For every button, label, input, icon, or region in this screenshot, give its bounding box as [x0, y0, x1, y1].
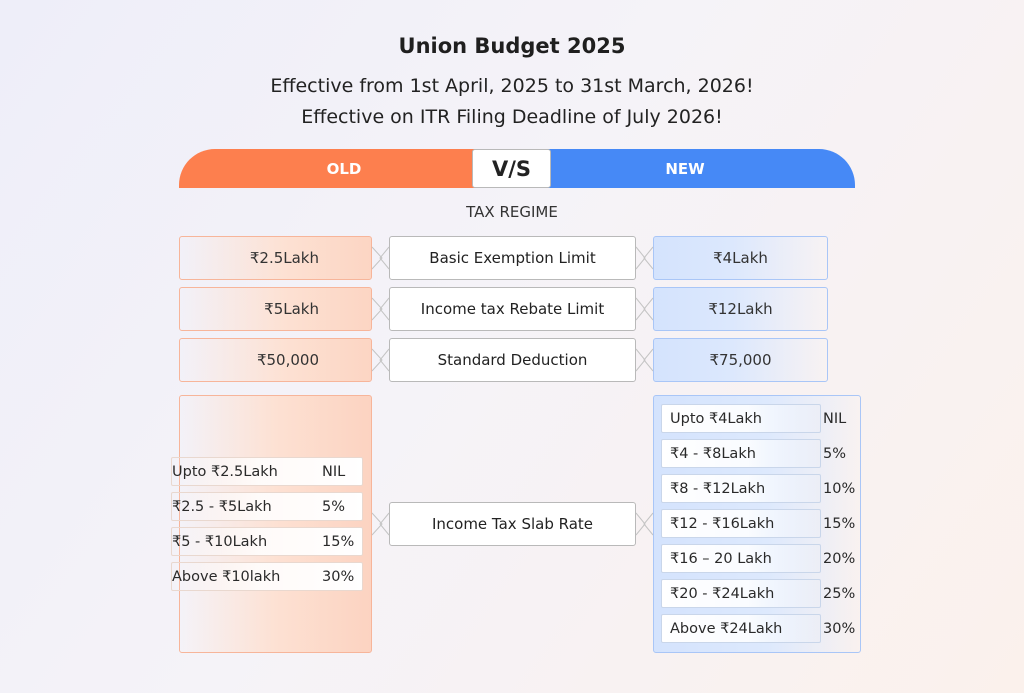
new-slab-row: Upto ₹4Lakh NIL — [661, 404, 846, 433]
old-slab-rate: 15% — [322, 533, 355, 550]
old-slab-panel — [179, 395, 372, 653]
standard-deduction-label: Standard Deduction — [389, 338, 636, 382]
connector-chevron — [643, 348, 654, 372]
old-slab-rate: 5% — [322, 498, 346, 515]
old-slab-row: Above ₹10lakh 30% — [171, 562, 363, 591]
connector-chevron — [635, 348, 646, 372]
connector-chevron — [635, 246, 646, 270]
new-slab-range: Upto ₹4Lakh — [670, 410, 762, 427]
new-slab-rate: 10% — [823, 480, 856, 497]
income-tax-slab-label: Income Tax Slab Rate — [389, 502, 636, 546]
connector-chevron — [379, 512, 390, 536]
new-slab-range: ₹4 - ₹8Lakh — [670, 445, 756, 462]
new-slab-range: ₹8 - ₹12Lakh — [670, 480, 766, 497]
new-slab-rate: 30% — [823, 620, 856, 637]
connector-chevron — [643, 512, 654, 536]
connector-chevron — [379, 297, 390, 321]
old-slab-range: Upto ₹2.5Lakh — [172, 463, 278, 480]
connector-chevron — [379, 348, 390, 372]
effective-dates-subtitle: Effective from 1st April, 2025 to 31st M… — [270, 75, 754, 97]
connector-chevron — [371, 246, 383, 270]
itr-deadline-subtitle: Effective on ITR Filing Deadline of July… — [301, 106, 723, 128]
old-slab-row: Upto ₹2.5Lakh NIL — [171, 457, 363, 486]
connector-chevron — [635, 297, 646, 321]
old-slab-range: ₹5 - ₹10Lakh — [172, 533, 268, 550]
connector-chevron — [371, 348, 383, 372]
new-slab-row: ₹16 – 20 Lakh 20% — [661, 544, 855, 573]
new-basic-exemption-value: ₹4Lakh — [653, 236, 828, 280]
connector-chevron — [643, 297, 654, 321]
new-slab-row: ₹8 - ₹12Lakh 10% — [661, 474, 855, 503]
new-slab-range: ₹20 - ₹24Lakh — [670, 585, 775, 602]
new-slab-row: Above ₹24Lakh 30% — [661, 614, 855, 643]
connector-chevron — [635, 512, 646, 536]
basic-exemption-label: Basic Exemption Limit — [389, 236, 636, 280]
new-rebate-limit-value: ₹12Lakh — [653, 287, 828, 331]
new-regime-header: NEW — [545, 149, 855, 188]
connector-chevron — [379, 246, 390, 270]
old-regime-header: OLD — [179, 149, 479, 188]
connector-chevron — [371, 297, 383, 321]
connector-chevron — [643, 246, 654, 270]
old-slab-range: Above ₹10lakh — [172, 568, 281, 585]
new-slab-rate: 15% — [823, 515, 856, 532]
connector-chevron — [371, 512, 383, 536]
tax-regime-label: TAX REGIME — [466, 203, 558, 221]
new-slab-range: Above ₹24Lakh — [670, 620, 783, 637]
new-slab-rate: 25% — [823, 585, 856, 602]
rebate-limit-label: Income tax Rebate Limit — [389, 287, 636, 331]
new-slab-rate: 20% — [823, 550, 856, 567]
new-slab-row: ₹4 - ₹8Lakh 5% — [661, 439, 846, 468]
new-slab-row: ₹12 - ₹16Lakh 15% — [661, 509, 855, 538]
page-title: Union Budget 2025 — [398, 34, 626, 58]
new-slab-rate: NIL — [823, 410, 847, 427]
old-slab-row: ₹2.5 - ₹5Lakh 5% — [171, 492, 363, 521]
old-slab-rate: NIL — [322, 463, 346, 480]
versus-badge: V/S — [472, 149, 551, 188]
old-slab-range: ₹2.5 - ₹5Lakh — [172, 498, 272, 515]
new-slab-rate: 5% — [823, 445, 847, 462]
new-slab-range: ₹16 – 20 Lakh — [670, 550, 772, 567]
old-slab-row: ₹5 - ₹10Lakh 15% — [171, 527, 363, 556]
new-slab-range: ₹12 - ₹16Lakh — [670, 515, 775, 532]
old-basic-exemption-value: ₹2.5Lakh — [179, 236, 372, 280]
old-slab-rate: 30% — [322, 568, 355, 585]
old-standard-deduction-value: ₹50,000 — [179, 338, 372, 382]
new-slab-row: ₹20 - ₹24Lakh 25% — [661, 579, 855, 608]
old-rebate-limit-value: ₹5Lakh — [179, 287, 372, 331]
new-standard-deduction-value: ₹75,000 — [653, 338, 828, 382]
